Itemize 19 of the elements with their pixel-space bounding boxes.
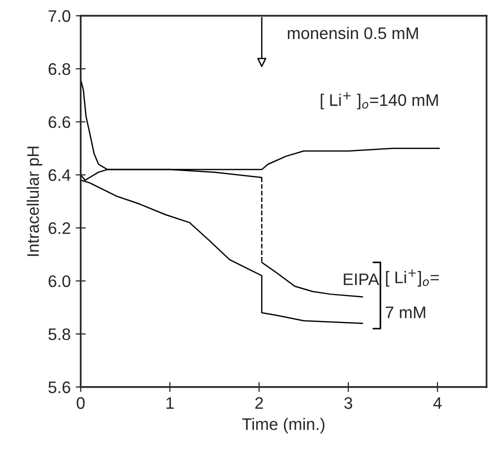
y-tick-label: 5.8 [48,328,70,340]
x-tick-label: 2 [255,397,263,409]
x-tick-label: 3 [344,397,352,409]
y-tick-label: 6.8 [48,63,70,75]
y-tick-label: 5.6 [48,381,70,394]
annotation: monensin 0.5 mM [288,26,418,40]
x-axis-title: Time (min.) [242,418,324,434]
text: [ Li$^{+}$]$_{o}$= 7 mM [386,269,439,318]
y-tick-label: 6.2 [48,222,70,234]
text: [ Li$^{+}$ ]$_{o}$=140 mM [320,92,438,110]
y-axis-title: Intracellular pH [26,146,42,256]
series-label: EIPA [344,274,380,286]
x-tick-label: 1 [166,397,174,409]
y-tick-label: 6.4 [48,169,70,182]
y-tick-label: 6.6 [48,116,70,128]
x-tick-label: 4 [433,397,442,409]
y-tick-label: 6.0 [48,275,70,288]
y-tick-label: 7.0 [48,10,70,22]
x-tick-label: 0 [76,397,85,409]
